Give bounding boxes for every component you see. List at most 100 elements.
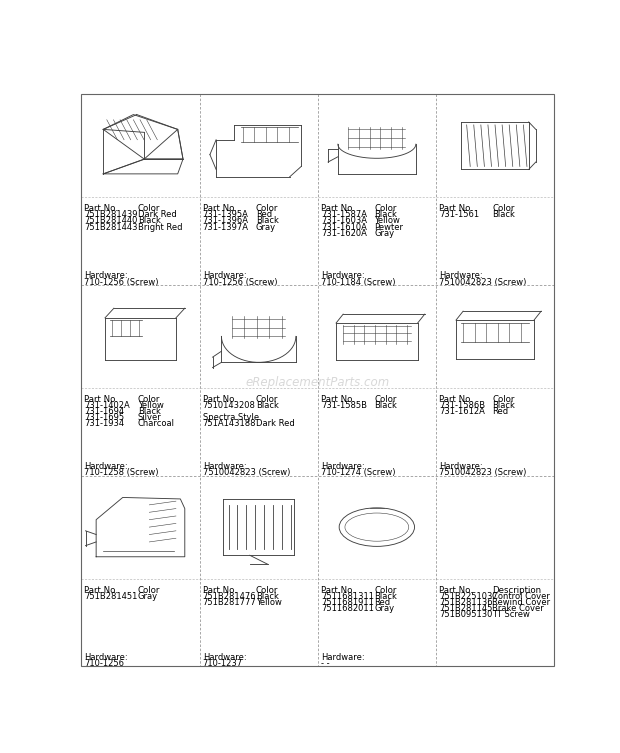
Text: Color: Color xyxy=(138,204,160,213)
Text: 751A143188: 751A143188 xyxy=(203,419,256,428)
Text: Color: Color xyxy=(138,586,160,595)
Text: 751B2251037: 751B2251037 xyxy=(439,592,498,601)
Text: 731-1695: 731-1695 xyxy=(84,413,125,422)
Text: 7511681911: 7511681911 xyxy=(321,598,374,607)
Text: Part No.: Part No. xyxy=(321,395,355,404)
Text: Part No.: Part No. xyxy=(439,586,473,595)
Text: TT Screw: TT Screw xyxy=(492,610,530,619)
Text: Black: Black xyxy=(256,401,279,410)
Text: Part No.: Part No. xyxy=(84,586,118,595)
Text: 751B281440: 751B281440 xyxy=(84,216,138,225)
Text: Color: Color xyxy=(374,395,396,404)
Text: 731-1395A: 731-1395A xyxy=(203,210,249,219)
Text: Hardware:: Hardware: xyxy=(321,653,365,662)
Text: 7510042823 (Screw): 7510042823 (Screw) xyxy=(439,468,526,477)
Text: 731-1396A: 731-1396A xyxy=(203,216,249,225)
Text: Red: Red xyxy=(374,598,390,607)
Text: 731-1934: 731-1934 xyxy=(84,419,125,428)
Text: 731-1402A: 731-1402A xyxy=(84,401,130,410)
Text: Black: Black xyxy=(138,407,161,416)
Text: Hardware:: Hardware: xyxy=(439,462,482,471)
Text: 7511682011: 7511682011 xyxy=(321,604,374,613)
Text: Pewter: Pewter xyxy=(374,223,403,232)
Text: Color: Color xyxy=(256,395,278,404)
Text: Description: Description xyxy=(492,586,541,595)
Text: Part No.: Part No. xyxy=(203,586,237,595)
Text: 7510042823 (Screw): 7510042823 (Screw) xyxy=(203,468,290,477)
Text: 751B095130: 751B095130 xyxy=(439,610,492,619)
Text: - -: - - xyxy=(321,659,329,668)
Text: Silver: Silver xyxy=(138,413,161,422)
Text: Hardware:: Hardware: xyxy=(203,271,246,280)
Text: Yellow: Yellow xyxy=(256,598,281,607)
Text: Gray: Gray xyxy=(256,223,276,232)
Text: 731-1603A: 731-1603A xyxy=(321,216,367,225)
Text: Black: Black xyxy=(374,592,397,601)
Text: Part No.: Part No. xyxy=(84,204,118,213)
Text: 710-1256 (Screw): 710-1256 (Screw) xyxy=(203,278,277,287)
Text: 751B281443: 751B281443 xyxy=(84,223,138,232)
Text: 731-1694: 731-1694 xyxy=(84,407,125,416)
Text: 751B281136: 751B281136 xyxy=(439,598,493,607)
Text: 710-1256 (Screw): 710-1256 (Screw) xyxy=(84,278,159,287)
Text: Color: Color xyxy=(138,395,160,404)
Text: Gray: Gray xyxy=(374,604,394,613)
Text: Gray: Gray xyxy=(374,229,394,238)
Text: Brake Cover: Brake Cover xyxy=(492,604,544,613)
Text: 731-1610A: 731-1610A xyxy=(321,223,366,232)
Text: 7510042823 (Screw): 7510042823 (Screw) xyxy=(439,278,526,287)
Text: Part No.: Part No. xyxy=(439,204,473,213)
Text: 710-1237: 710-1237 xyxy=(203,659,243,668)
Text: 731-1397A: 731-1397A xyxy=(203,223,249,232)
Text: 710-1258 (Screw): 710-1258 (Screw) xyxy=(84,468,159,477)
Text: Part No.: Part No. xyxy=(203,204,237,213)
Text: Red: Red xyxy=(492,407,508,416)
Text: 710-1184 (Screw): 710-1184 (Screw) xyxy=(321,278,396,287)
Text: 731-1561: 731-1561 xyxy=(439,210,479,219)
Text: 7510143208: 7510143208 xyxy=(203,401,255,410)
Text: Bright Red: Bright Red xyxy=(138,223,182,232)
Text: 710-1274 (Screw): 710-1274 (Screw) xyxy=(321,468,396,477)
Text: 731-1587A: 731-1587A xyxy=(321,210,367,219)
Text: Yellow: Yellow xyxy=(374,216,400,225)
Text: Dark Red: Dark Red xyxy=(256,419,294,428)
Text: 710-1256: 710-1256 xyxy=(84,659,125,668)
Text: Hardware:: Hardware: xyxy=(439,271,482,280)
Text: Color: Color xyxy=(374,586,396,595)
Text: Part No.: Part No. xyxy=(439,395,473,404)
Text: Part No.: Part No. xyxy=(203,395,237,404)
Text: Part No.: Part No. xyxy=(321,204,355,213)
Text: Hardware:: Hardware: xyxy=(321,271,365,280)
Text: Color: Color xyxy=(492,395,515,404)
Text: Gray: Gray xyxy=(138,592,157,601)
Text: Color: Color xyxy=(256,204,278,213)
Text: 751B281439: 751B281439 xyxy=(84,210,138,219)
Text: 731-1585B: 731-1585B xyxy=(321,401,367,410)
Text: Color: Color xyxy=(256,586,278,595)
Text: 751B281476: 751B281476 xyxy=(203,592,256,601)
Text: Charcoal: Charcoal xyxy=(138,419,175,428)
Text: Red: Red xyxy=(256,210,272,219)
Text: 751B281777: 751B281777 xyxy=(203,598,257,607)
Text: Hardware:: Hardware: xyxy=(203,653,246,662)
Text: Hardware:: Hardware: xyxy=(203,462,246,471)
Text: Rewind Cover: Rewind Cover xyxy=(492,598,551,607)
Text: 7511681311: 7511681311 xyxy=(321,592,374,601)
Text: Hardware:: Hardware: xyxy=(84,653,128,662)
Text: Black: Black xyxy=(374,401,397,410)
Text: Black: Black xyxy=(138,216,161,225)
Text: 731-1620A: 731-1620A xyxy=(321,229,366,238)
Text: Black: Black xyxy=(256,592,279,601)
Text: Part No.: Part No. xyxy=(321,586,355,595)
Text: eReplacementParts.com: eReplacementParts.com xyxy=(246,376,390,389)
Text: Hardware:: Hardware: xyxy=(84,271,128,280)
Text: Black: Black xyxy=(492,401,515,410)
Text: 751B281145: 751B281145 xyxy=(439,604,492,613)
Text: Black: Black xyxy=(492,210,515,219)
Text: Control Cover: Control Cover xyxy=(492,592,550,601)
Text: Yellow: Yellow xyxy=(138,401,164,410)
Text: Black: Black xyxy=(374,210,397,219)
Text: Spectra Style: Spectra Style xyxy=(203,413,259,422)
Text: 731-1586B: 731-1586B xyxy=(439,401,485,410)
Text: Color: Color xyxy=(492,204,515,213)
